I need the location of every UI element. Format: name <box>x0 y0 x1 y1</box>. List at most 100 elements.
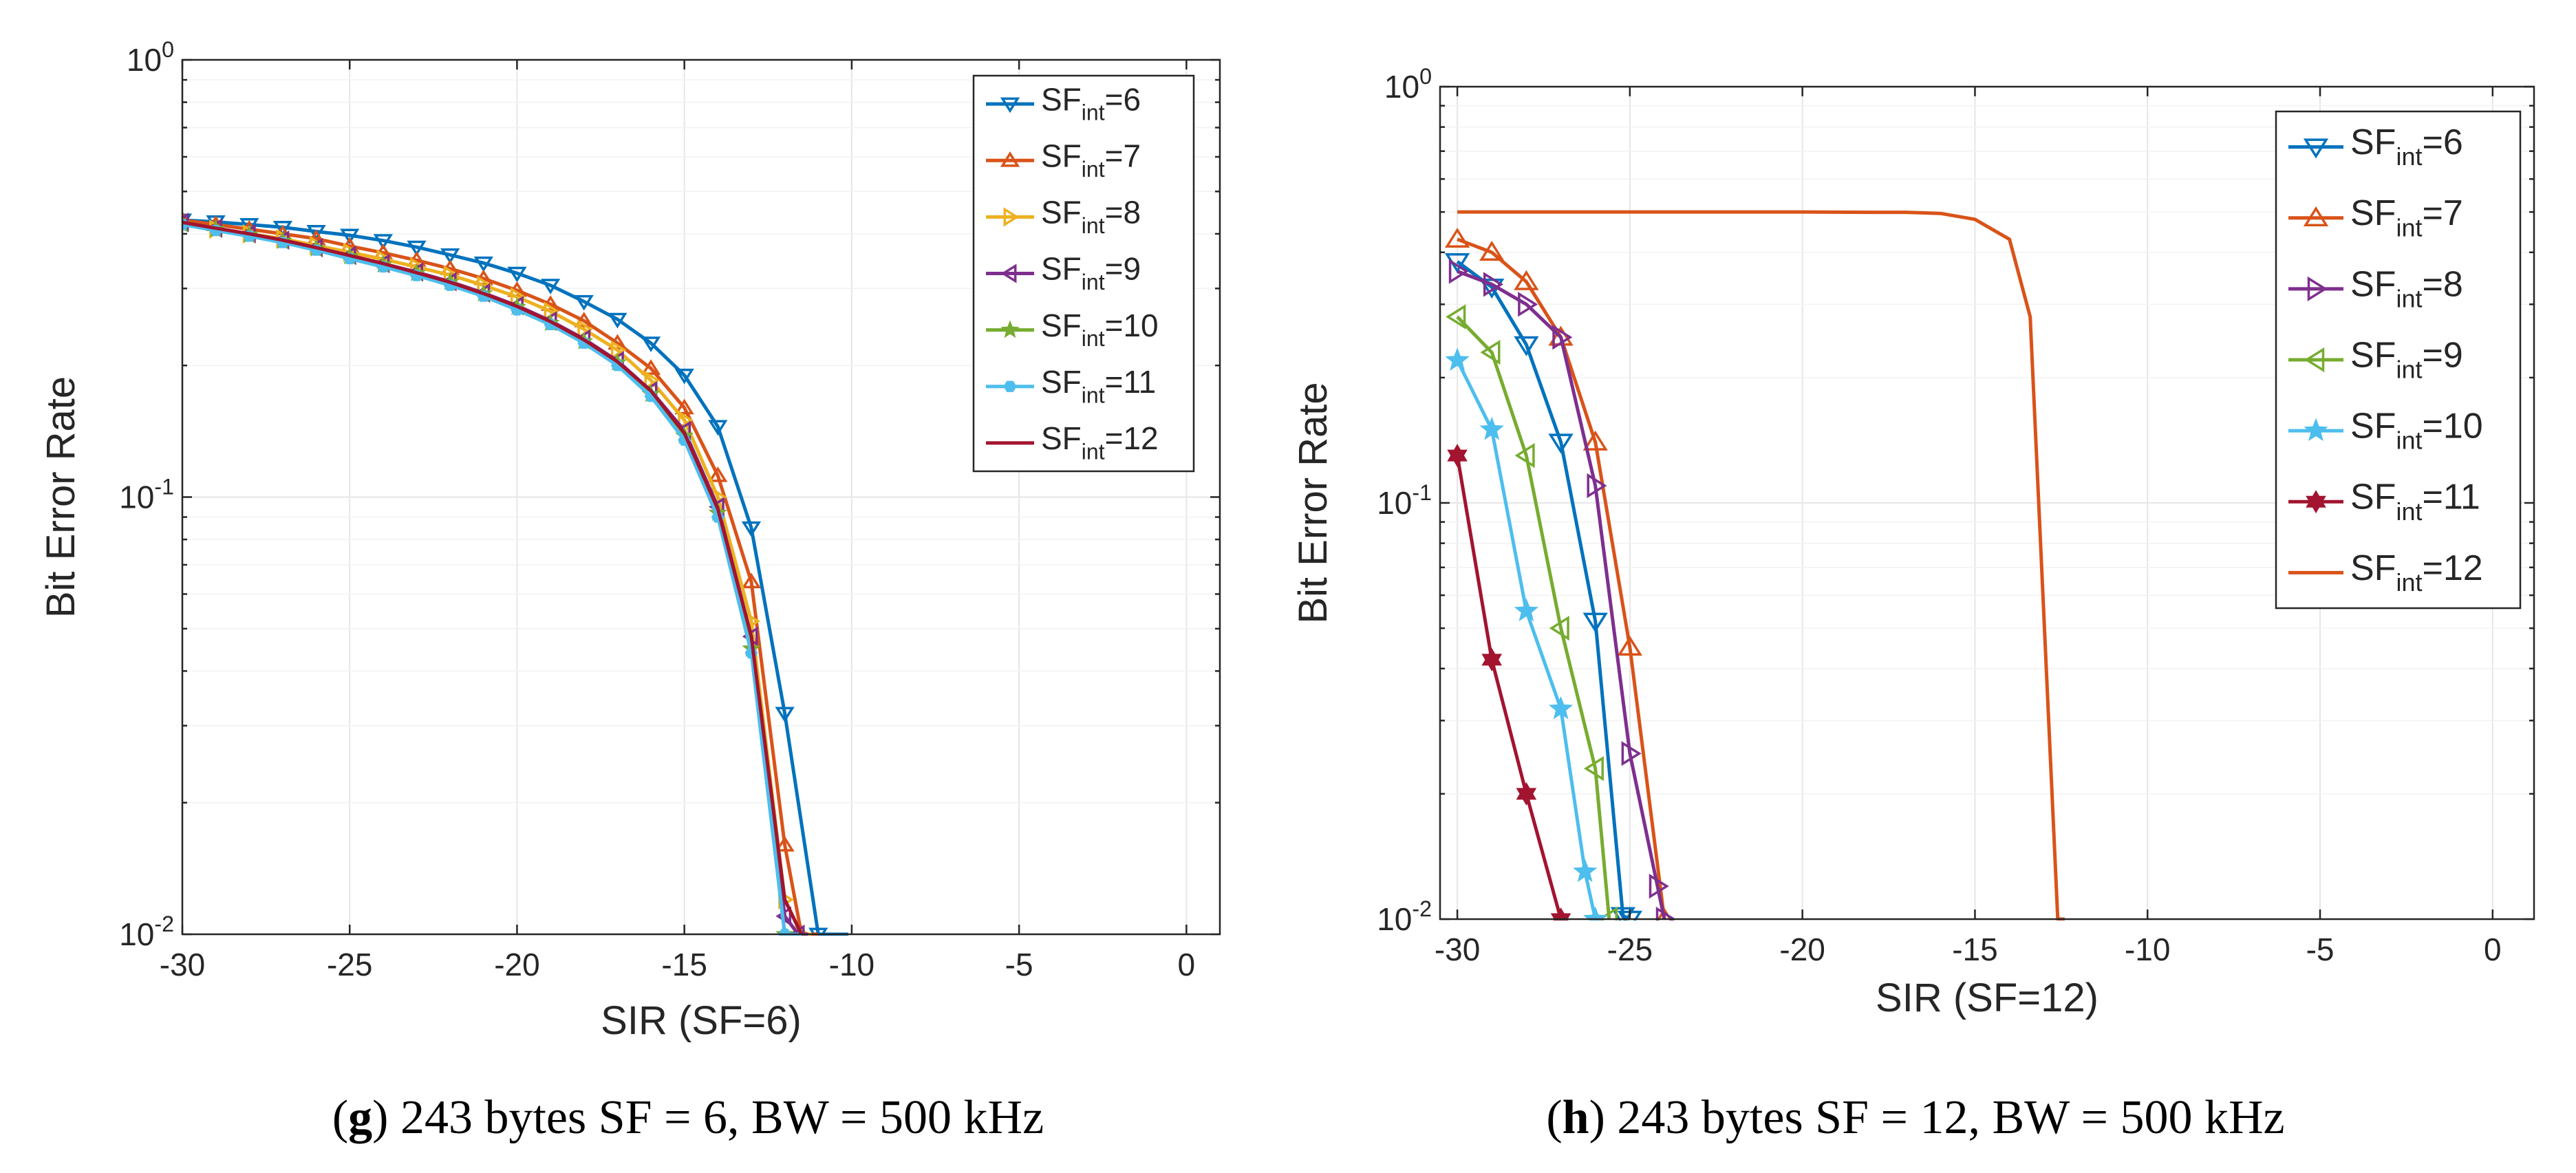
x-tick-label: -30 <box>1435 932 1480 967</box>
legend-label-tail: =11 <box>1105 364 1157 400</box>
caption-paren: ) <box>1589 1091 1605 1144</box>
legend-label-sub: int <box>2396 497 2422 526</box>
data-point <box>1479 240 1505 261</box>
legend-marker <box>2304 347 2325 373</box>
data-point <box>610 340 627 360</box>
legend-item: SFint=6 <box>2288 122 2463 171</box>
marker-part <box>2306 495 2326 514</box>
marker-part <box>1516 788 1537 806</box>
legend-label-main: SF <box>2350 477 2396 517</box>
legend-label: SFint=7 <box>2350 193 2463 241</box>
series-SFint=11 <box>1447 444 1571 921</box>
data-point <box>1583 906 1608 921</box>
legend-label-main: SF <box>2350 548 2396 588</box>
y-tick-label: 100 <box>127 37 174 78</box>
legend-label-tail: =8 <box>2422 264 2462 304</box>
legend-label-sub: int <box>2396 427 2422 455</box>
legend-item: SFint=8 <box>2288 264 2463 312</box>
data-point <box>1549 615 1569 641</box>
data-point <box>1481 647 1503 671</box>
legend-label-sub: int <box>1082 383 1105 407</box>
series-line <box>182 218 819 936</box>
data-point <box>674 368 694 385</box>
data-point <box>641 359 661 375</box>
legend-item: SFint=10 <box>986 308 1159 351</box>
y-tick-label: 10-2 <box>119 912 174 952</box>
legend-label-tail: =7 <box>1105 138 1141 173</box>
legend-label-main: SF <box>1041 420 1082 456</box>
legend-label-tail: =9 <box>2422 335 2462 375</box>
data-point <box>340 228 360 245</box>
series-line <box>1455 455 1563 920</box>
y-tick-exp: -2 <box>154 912 174 936</box>
legend-marker <box>2306 490 2326 514</box>
x-tick-label: -10 <box>829 947 874 982</box>
legend-label: SFint=10 <box>2350 407 2483 455</box>
caption-letter: g <box>348 1091 372 1144</box>
x-tick-label: -15 <box>1952 932 1997 967</box>
data-point <box>1483 272 1504 297</box>
series-line <box>182 218 848 936</box>
series-SFint=7 <box>182 211 819 936</box>
legend-label-sub: int <box>1082 100 1105 125</box>
x-tick-label: -5 <box>1005 947 1033 982</box>
x-tick-label: 0 <box>2484 932 2502 967</box>
legend-label: SFint=8 <box>1041 195 1141 238</box>
marker-part <box>1550 913 1571 921</box>
legend-label-main: SF <box>1041 251 1082 287</box>
legend-label-main: SF <box>1041 81 1082 117</box>
y-tick-base: 10 <box>1377 485 1412 521</box>
data-point <box>674 398 694 415</box>
data-point <box>272 220 293 237</box>
y-tick-exp: -1 <box>154 475 174 499</box>
ticks <box>181 58 1220 936</box>
legend-label: SFint=6 <box>1041 81 1141 125</box>
x-tick-label: -5 <box>2306 932 2334 967</box>
y-tick-exp: 0 <box>1419 64 1432 89</box>
legend-label: SFint=12 <box>1041 420 1159 464</box>
legend-label-main: SF <box>1041 364 1082 400</box>
y-tick-base: 10 <box>119 480 154 515</box>
y-tick-label: 10-2 <box>1377 896 1432 937</box>
legend-label-sub: int <box>2396 356 2422 384</box>
data-point <box>1447 444 1468 468</box>
legend-item: SFint=8 <box>986 195 1141 238</box>
data-point <box>1587 473 1607 499</box>
legend-label-sub: int <box>2396 142 2422 171</box>
legend-item: SFint=11 <box>2288 477 2480 526</box>
legend-label: SFint=12 <box>2350 548 2483 596</box>
legend-label-main: SF <box>2350 407 2396 446</box>
y-tick-exp: -2 <box>1412 896 1432 921</box>
legend-label-sub: int <box>2396 284 2422 312</box>
legend-label-tail: =12 <box>2422 548 2482 588</box>
legend-label-sub: int <box>1082 270 1105 294</box>
legend-marker <box>2307 276 2328 302</box>
legend-item: SFint=7 <box>986 138 1141 182</box>
legend-item: SFint=9 <box>986 251 1141 294</box>
data-point <box>440 248 460 264</box>
legend-marker <box>2303 206 2329 226</box>
data-point <box>1573 859 1598 883</box>
data-point <box>1514 336 1539 356</box>
data-point <box>741 572 762 589</box>
y-tick-exp: -1 <box>1412 480 1432 505</box>
data-point <box>1656 907 1673 921</box>
data-point <box>540 279 561 294</box>
legend-label: SFint=9 <box>2350 335 2463 383</box>
series-SFint=8 <box>1448 259 1676 921</box>
caption-paren: ( <box>332 1091 348 1144</box>
data-point <box>708 420 728 436</box>
data-point <box>1514 442 1535 469</box>
x-tick-label: -15 <box>661 947 707 982</box>
data-point <box>1516 782 1537 806</box>
data-point <box>641 336 661 352</box>
data-point <box>1446 304 1466 330</box>
series-line <box>1456 315 1611 920</box>
y-tick-label: 10-1 <box>119 475 174 515</box>
legend-marker <box>2304 418 2328 442</box>
data-point <box>1583 755 1604 782</box>
legend-label-tail: =6 <box>1105 81 1141 117</box>
